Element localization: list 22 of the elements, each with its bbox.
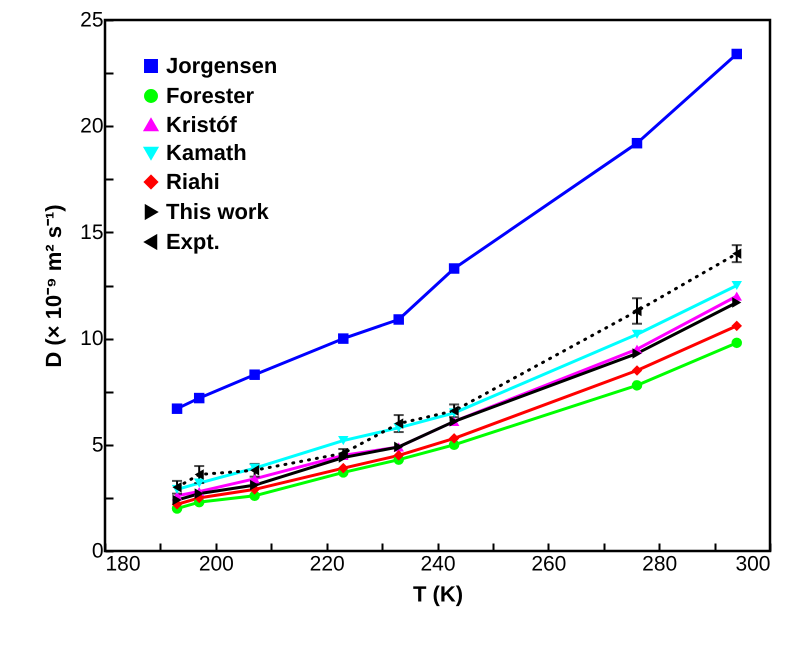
y-tick-label: 10 xyxy=(80,327,104,350)
y-tick-label: 0 xyxy=(92,540,104,562)
x-tick-label: 260 xyxy=(531,552,566,576)
y-tick-label: 15 xyxy=(80,220,104,244)
legend-label: Expt. xyxy=(166,229,220,254)
x-tick-label: 180 xyxy=(106,552,141,576)
legend-label: Kristóf xyxy=(166,112,238,137)
legend-label: Kamath xyxy=(166,140,247,165)
y-tick-label: 20 xyxy=(80,114,104,138)
x-axis-title: T (K) xyxy=(412,582,464,606)
x-tick-label: 280 xyxy=(642,552,678,576)
legend-label: This work xyxy=(166,199,270,224)
x-tick-label: 220 xyxy=(310,552,345,576)
y-tick-label: 5 xyxy=(92,433,104,456)
legend-label: Jorgensen xyxy=(166,53,278,78)
y-axis-title: D (× 10⁻⁹ m² s⁻¹) xyxy=(41,204,66,368)
legend-label: Forester xyxy=(166,83,254,108)
legend-label: Riahi xyxy=(166,169,220,194)
y-tick-label: 25 xyxy=(80,8,104,32)
x-tick-label: 240 xyxy=(420,552,456,576)
x-tick-label: 300 xyxy=(735,552,770,576)
x-tick-label: 200 xyxy=(198,552,234,576)
